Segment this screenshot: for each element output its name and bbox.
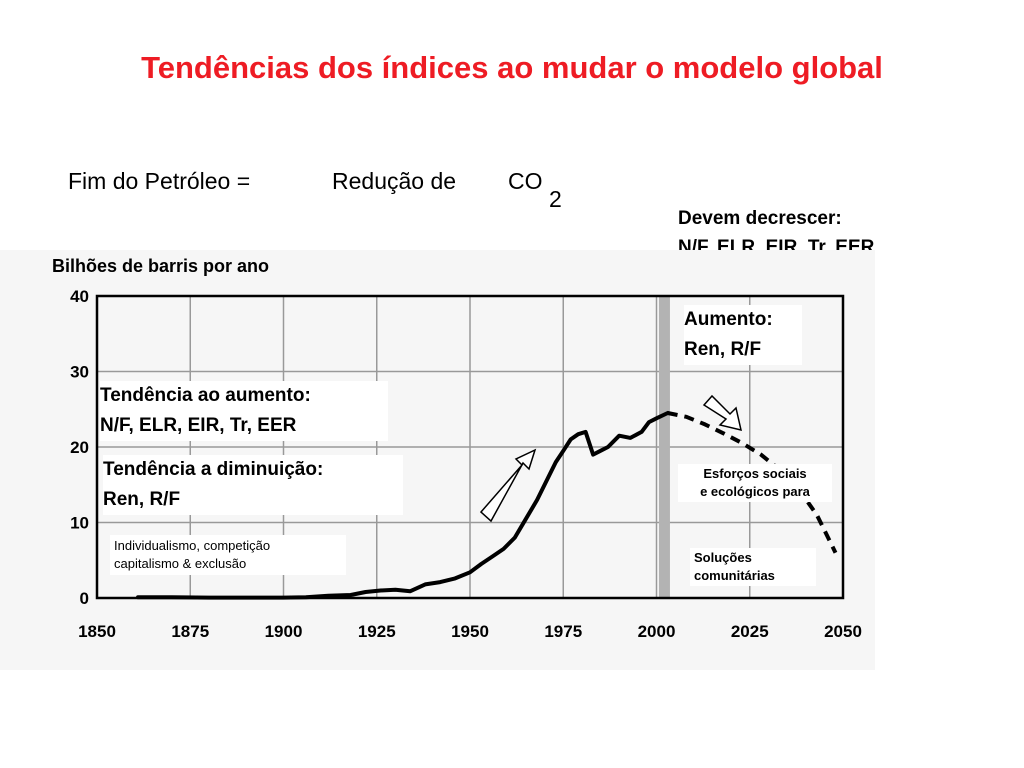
x-tick-labels: 1850 1875 1900 1925 1950 1975 2000 2025 2050	[78, 622, 862, 641]
individualismo-line1: Individualismo, competição	[114, 538, 271, 553]
series-lines	[136, 411, 838, 600]
subtitle-fim-petroleo: Fim do Petróleo =	[68, 168, 251, 194]
tendencia-diminuicao-note: Tendência a diminuição: Ren, R/F	[103, 455, 403, 515]
aumento-line2: Ren, R/F	[684, 339, 762, 360]
subtitle-co-subscript: 2	[549, 186, 562, 212]
tendencia-diminuicao-line2: Ren, R/F	[103, 489, 181, 510]
esforcos-line1: Esforços sociais	[703, 466, 807, 481]
x-tick-label: 1900	[265, 622, 303, 641]
projection-dashed-line	[667, 411, 838, 554]
solucoes-line2: comunitárias	[694, 568, 775, 583]
aumento-line1: Aumento:	[684, 309, 773, 330]
x-tick-label: 1875	[171, 622, 209, 641]
x-tick-label: 1850	[78, 622, 116, 641]
devem-line1: Devem decrescer:	[678, 208, 842, 229]
slide-title: Tendências dos índices ao mudar o modelo…	[141, 50, 883, 85]
tendencia-aumento-line2: N/F, ELR, EIR, Tr, EER	[100, 415, 297, 436]
aumento-note: Aumento: Ren, R/F	[684, 305, 802, 365]
solucoes-note: Soluções comunitárias	[690, 548, 816, 586]
x-tick-label: 1950	[451, 622, 489, 641]
divider-bar-2002	[658, 296, 670, 598]
tendencia-aumento-line1: Tendência ao aumento:	[100, 385, 311, 406]
subtitle-co: CO	[508, 168, 543, 194]
arrow-up-right-icon	[479, 448, 537, 523]
x-tick-label: 2025	[731, 622, 769, 641]
tendencia-aumento-note: Tendência ao aumento: N/F, ELR, EIR, Tr,…	[100, 381, 388, 441]
esforcos-line2: e ecológicos para	[700, 484, 810, 499]
solucoes-line1: Soluções	[694, 550, 752, 565]
arrow-down-right-icon	[702, 394, 742, 432]
tendencia-diminuicao-line1: Tendência a diminuição:	[103, 459, 324, 480]
production-line	[136, 411, 670, 600]
individualismo-line2: capitalismo & exclusão	[114, 556, 247, 571]
y-axis-label: Bilhões de barris por ano	[52, 256, 270, 276]
individualismo-note: Individualismo, competição capitalismo &…	[110, 535, 346, 575]
esforcos-note: Esforços sociais e ecológicos para	[678, 464, 832, 502]
x-tick-label: 2050	[824, 622, 862, 641]
y-tick-label: 10	[70, 514, 89, 533]
y-tick-label: 20	[70, 438, 89, 457]
y-tick-label: 30	[70, 363, 89, 382]
subtitle-reducao: Redução de	[332, 168, 457, 194]
y-tick-label: 40	[70, 287, 89, 306]
x-tick-label: 1975	[544, 622, 582, 641]
plot-frame	[95, 294, 845, 600]
x-tick-label: 2000	[638, 622, 676, 641]
y-tick-labels: 0 10 20 30 40	[70, 287, 89, 608]
x-tick-label: 1925	[358, 622, 396, 641]
y-tick-label: 0	[80, 589, 89, 608]
